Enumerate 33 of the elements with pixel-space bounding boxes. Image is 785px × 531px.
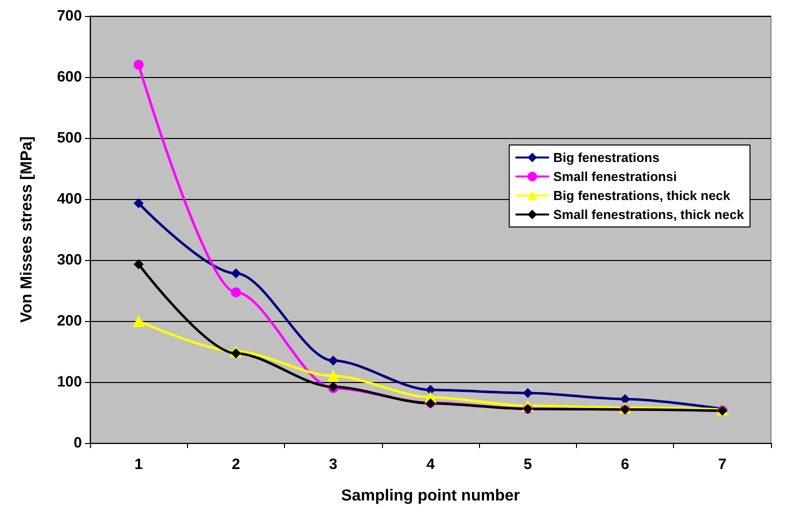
legend-label: Big fenestrations (553, 150, 660, 165)
point (230, 348, 241, 358)
y-tick-label: 100 (56, 374, 82, 390)
point (230, 287, 241, 298)
point (230, 268, 241, 278)
x-tick-label: 7 (718, 456, 727, 473)
point (132, 315, 145, 327)
y-tick-label: 500 (56, 130, 82, 146)
y-tick-label: 700 (56, 8, 82, 24)
x-tick-label: 1 (134, 456, 143, 473)
legend-label: Small fenestrations, thick neck (553, 207, 745, 222)
point (620, 394, 630, 404)
x-tick-label: 6 (620, 456, 630, 473)
x-tick-label: 5 (524, 456, 532, 473)
x-tick-label: 3 (329, 456, 338, 473)
point (426, 384, 436, 395)
y-tick-label: 0 (74, 434, 82, 452)
point (327, 370, 340, 382)
x-axis-title: Sampling point number (341, 488, 520, 504)
y-axis-title: Von Misses stress [MPa] (18, 136, 36, 323)
x-tick-label: 2 (232, 456, 240, 473)
point (134, 198, 144, 208)
point (134, 60, 144, 70)
point (134, 259, 144, 270)
legend-label: Small fenestrationsi (553, 169, 677, 184)
y-tick-label: 200 (56, 312, 82, 330)
legend-label: Big fenestrations, thick neck (553, 188, 732, 203)
y-tick-label: 400 (56, 190, 82, 208)
x-tick-label: 4 (426, 456, 436, 473)
point (328, 356, 338, 366)
y-tick-label: 300 (56, 252, 82, 268)
y-tick-label: 600 (56, 68, 82, 86)
point (522, 388, 533, 398)
